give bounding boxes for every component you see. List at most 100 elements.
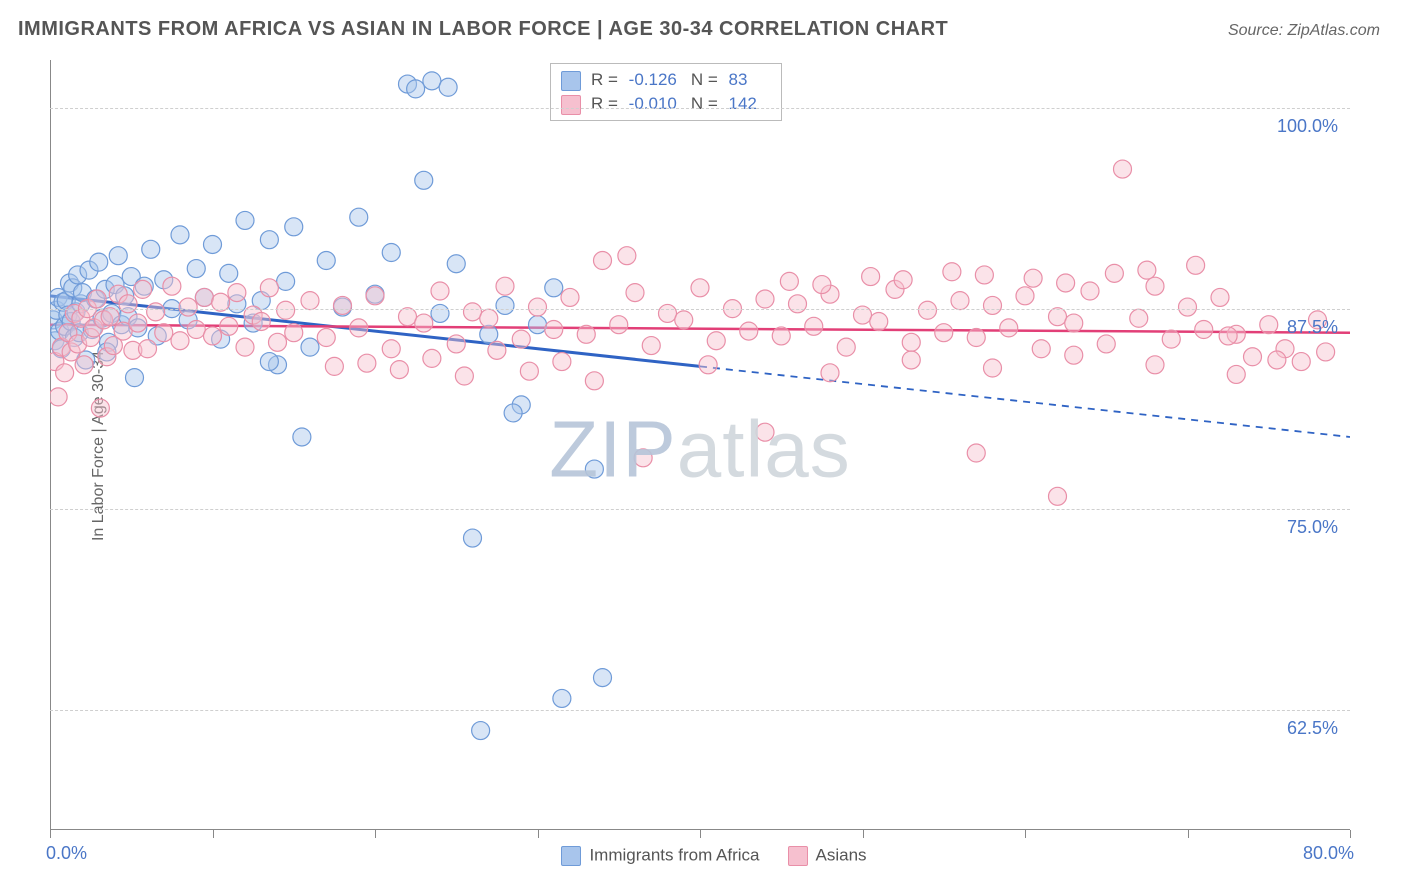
scatter-point-asians <box>902 351 920 369</box>
scatter-point-asians <box>594 252 612 270</box>
stats-row-africa: R = -0.126N = 83 <box>561 68 771 92</box>
scatter-point-africa <box>472 722 490 740</box>
scatter-point-asians <box>1065 314 1083 332</box>
scatter-point-africa <box>439 78 457 96</box>
scatter-point-asians <box>1032 340 1050 358</box>
source-value: ZipAtlas.com <box>1288 22 1380 39</box>
scatter-point-asians <box>1179 298 1197 316</box>
scatter-point-asians <box>642 337 660 355</box>
x-tick <box>538 830 539 838</box>
scatter-point-asians <box>101 308 119 326</box>
scatter-point-asians <box>301 292 319 310</box>
scatter-point-africa <box>204 235 222 253</box>
plot-area: ZIPatlas R = -0.126N = 83R = -0.010N = 1… <box>50 60 1350 830</box>
scatter-point-asians <box>585 372 603 390</box>
scatter-point-asians <box>88 290 106 308</box>
scatter-point-asians <box>780 272 798 290</box>
legend-label: Asians <box>816 846 867 865</box>
scatter-point-asians <box>984 359 1002 377</box>
scatter-point-africa <box>301 338 319 356</box>
scatter-point-asians <box>984 296 1002 314</box>
gridline <box>50 710 1350 711</box>
scatter-point-asians <box>390 361 408 379</box>
chart-title: IMMIGRANTS FROM AFRICA VS ASIAN IN LABOR… <box>18 18 948 41</box>
scatter-point-asians <box>626 284 644 302</box>
scatter-point-africa <box>585 460 603 478</box>
x-tick <box>1188 830 1189 838</box>
scatter-point-africa <box>553 689 571 707</box>
scatter-point-asians <box>520 362 538 380</box>
scatter-point-asians <box>75 356 93 374</box>
scatter-point-asians <box>204 327 222 345</box>
scatter-point-asians <box>740 322 758 340</box>
scatter-point-asians <box>366 287 384 305</box>
scatter-point-asians <box>1317 343 1335 361</box>
y-tick-label: 87.5% <box>1287 317 1338 338</box>
scatter-point-asians <box>358 354 376 372</box>
scatter-point-africa <box>504 404 522 422</box>
scatter-point-asians <box>317 329 335 347</box>
scatter-point-asians <box>325 357 343 375</box>
scatter-point-asians <box>399 308 417 326</box>
scatter-point-asians <box>129 314 147 332</box>
scatter-point-asians <box>220 317 238 335</box>
scatter-point-asians <box>171 332 189 350</box>
scatter-point-asians <box>1130 309 1148 327</box>
scatter-point-africa <box>382 244 400 262</box>
swatch-icon <box>561 95 581 115</box>
scatter-point-asians <box>1146 277 1164 295</box>
trend-line-dash-africa <box>700 366 1350 437</box>
gridline <box>50 509 1350 510</box>
scatter-point-asians <box>91 399 109 417</box>
scatter-point-asians <box>1292 353 1310 371</box>
scatter-point-africa <box>285 218 303 236</box>
scatter-point-asians <box>967 329 985 347</box>
x-tick <box>1025 830 1026 838</box>
scatter-point-asians <box>56 364 74 382</box>
scatter-point-asians <box>545 321 563 339</box>
scatter-point-asians <box>1195 321 1213 339</box>
stats-r-label: R = <box>591 94 623 113</box>
scatter-point-asians <box>1024 269 1042 287</box>
scatter-point-africa <box>447 255 465 273</box>
x-min-label: 0.0% <box>46 843 87 864</box>
scatter-point-asians <box>1219 327 1237 345</box>
scatter-point-asians <box>935 324 953 342</box>
scatter-point-asians <box>862 268 880 286</box>
scatter-point-asians <box>187 321 205 339</box>
scatter-point-africa <box>90 253 108 271</box>
scatter-point-africa <box>350 208 368 226</box>
x-tick <box>50 830 51 838</box>
scatter-point-asians <box>350 319 368 337</box>
scatter-point-asians <box>179 298 197 316</box>
scatter-point-asians <box>1244 348 1262 366</box>
scatter-point-asians <box>919 301 937 319</box>
scatter-point-africa <box>171 226 189 244</box>
scatter-point-asians <box>496 277 514 295</box>
scatter-point-asians <box>813 276 831 294</box>
scatter-point-asians <box>277 301 295 319</box>
scatter-point-asians <box>553 353 571 371</box>
scatter-point-asians <box>431 282 449 300</box>
swatch-icon <box>561 71 581 91</box>
scatter-point-africa <box>126 369 144 387</box>
x-tick <box>863 830 864 838</box>
scatter-point-asians <box>1049 308 1067 326</box>
scatter-svg <box>50 60 1350 830</box>
scatter-point-asians <box>1000 319 1018 337</box>
stats-n-value: 142 <box>729 94 757 113</box>
scatter-point-africa <box>293 428 311 446</box>
scatter-point-africa <box>277 272 295 290</box>
scatter-point-asians <box>488 341 506 359</box>
scatter-point-asians <box>1268 351 1286 369</box>
scatter-point-asians <box>1114 160 1132 178</box>
scatter-point-africa <box>480 325 498 343</box>
legend-swatch-icon <box>788 846 808 866</box>
legend-label: Immigrants from Africa <box>589 846 759 865</box>
legend-swatch-icon <box>561 846 581 866</box>
scatter-point-asians <box>1105 264 1123 282</box>
stats-row-asians: R = -0.010N = 142 <box>561 92 771 116</box>
scatter-point-asians <box>772 327 790 345</box>
scatter-point-asians <box>1049 487 1067 505</box>
stats-legend-box: R = -0.126N = 83R = -0.010N = 142 <box>550 63 782 121</box>
